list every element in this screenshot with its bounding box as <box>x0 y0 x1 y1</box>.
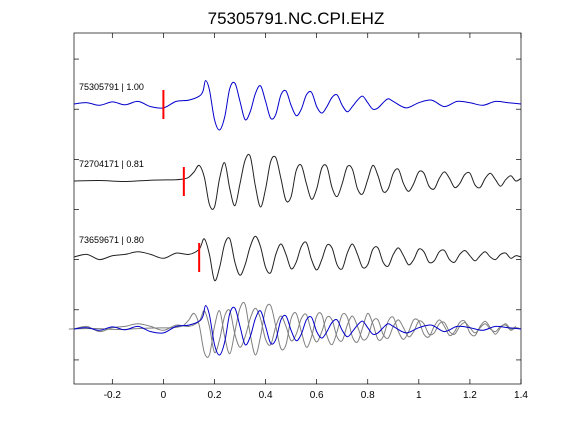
plot-area <box>73 32 522 385</box>
overlay-line-trace-2 <box>68 301 517 358</box>
trace-label-trace-2: 72704171 | 0.81 <box>79 159 144 169</box>
trace-line-trace-2 <box>73 153 522 210</box>
trace-line-trace-3 <box>73 235 522 282</box>
trace-group <box>68 80 522 358</box>
trace-label-trace-1: 75305791 | 1.00 <box>79 82 144 92</box>
trace-line-trace-1 <box>73 80 522 131</box>
x-tick-label: 1.2 <box>463 390 477 401</box>
y-tick-marks <box>74 58 521 361</box>
x-tick-label: 0.2 <box>208 390 222 401</box>
pick-markers <box>162 90 201 272</box>
overlay-line-trace-3 <box>73 307 522 354</box>
trace-labels: 75305791 | 1.00 72704171 | 0.81 73659671 |… <box>79 82 144 245</box>
x-tick-label: 1 <box>416 390 422 401</box>
x-tick-label: -0.2 <box>104 390 122 401</box>
chart-title: 75305791.NC.CPI.EHZ <box>208 9 385 28</box>
x-tick-label: 0.4 <box>259 390 273 401</box>
trace-label-trace-3: 73659671 | 0.80 <box>79 235 144 245</box>
x-axis: -0.2 0 0.2 0.4 0.6 0.8 1 1.2 1.4 <box>104 33 528 401</box>
x-tick-label: 1.4 <box>514 390 528 401</box>
x-tick-label: 0 <box>161 390 167 401</box>
overlay-line-trace-1 <box>73 305 522 356</box>
x-tick-label: 0.6 <box>310 390 324 401</box>
x-tick-label: 0.8 <box>361 390 375 401</box>
